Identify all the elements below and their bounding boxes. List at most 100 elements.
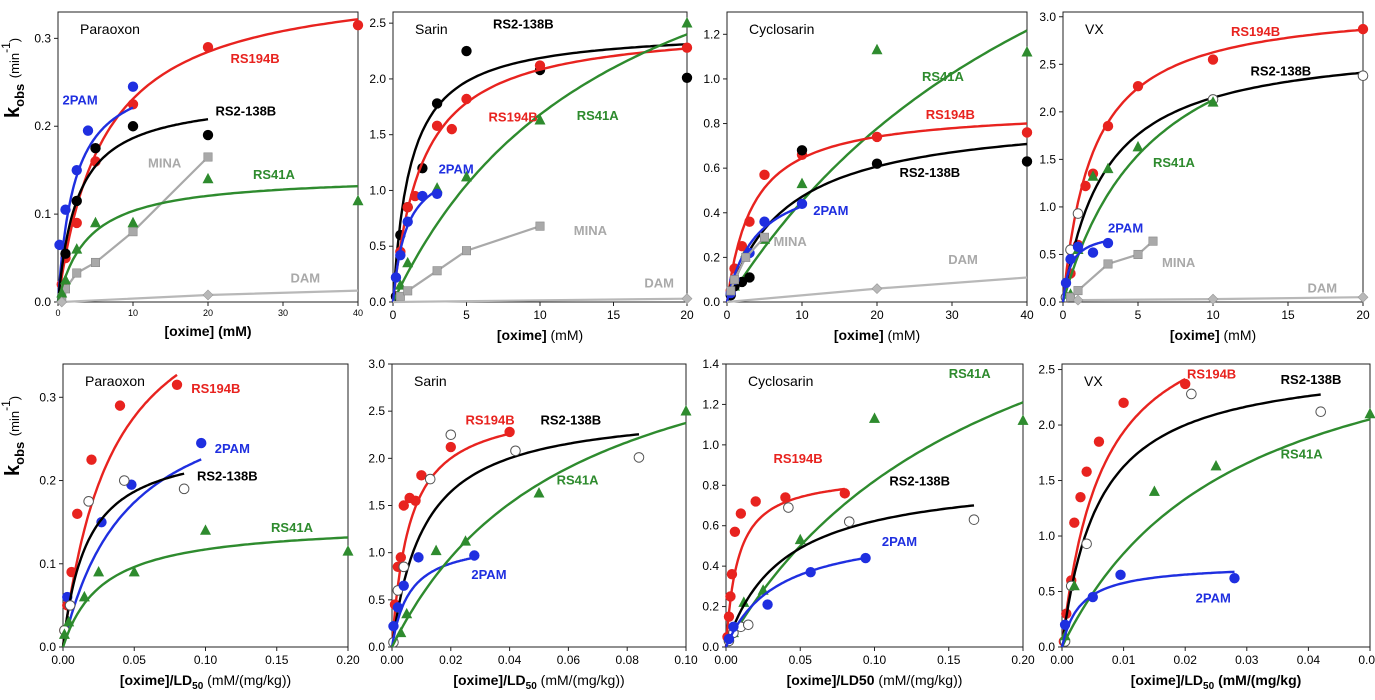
series-mina: [1066, 236, 1158, 302]
data-point: [1066, 292, 1076, 302]
y-tick-label: 0.0: [39, 640, 56, 654]
data-point: [1102, 120, 1114, 132]
y-tick-label: 1.0: [703, 72, 720, 86]
y-tick-label: 0.1: [34, 207, 51, 221]
data-point: [114, 400, 126, 411]
y-tick-label: 0.5: [369, 239, 386, 253]
x-tick-label: 0.20: [1011, 653, 1035, 667]
series-rs194b: [389, 426, 515, 648]
y-title-subscript: obs: [12, 83, 27, 107]
data-point: [750, 496, 761, 507]
plot-frame: [391, 363, 687, 648]
y-tick-label: 2.5: [369, 16, 386, 30]
series-label-2pam: 2PAM: [813, 203, 848, 218]
data-point: [388, 621, 399, 632]
series-label-rs41a: RS41A: [253, 167, 296, 182]
data-point: [395, 291, 405, 301]
fit-curve: [390, 421, 687, 648]
fit-curve: [56, 118, 209, 303]
data-point: [1132, 80, 1144, 92]
y-tick-label: 2.0: [369, 72, 386, 86]
data-point: [1059, 619, 1071, 631]
data-point: [725, 591, 736, 602]
data-point: [394, 279, 406, 290]
series-rs41a: [724, 401, 1029, 648]
series-label-dam: DAM: [1308, 280, 1338, 295]
data-point: [1115, 569, 1126, 581]
data-point: [1093, 436, 1105, 447]
fit-curve: [724, 401, 1024, 648]
series-label-dam: DAM: [948, 252, 978, 267]
y-tick-label: 0.0: [368, 640, 385, 654]
data-point: [202, 172, 214, 184]
y-title-base: k: [2, 106, 24, 118]
data-point: [534, 114, 546, 125]
y-tick-label: 1.0: [369, 183, 386, 197]
data-point: [127, 99, 139, 110]
x-axis-label: [oxime]/LD50 (mM/(mg/kg): [1131, 672, 1302, 692]
data-point: [401, 607, 413, 619]
data-point: [72, 508, 83, 520]
x-tick-label: 30: [945, 308, 959, 322]
series-label-2pam: 2PAM: [439, 162, 474, 177]
series-label-2pam: 2PAM: [471, 567, 506, 582]
data-point: [1017, 414, 1029, 425]
panel-paraoxon-concentration: 0 10 20 30 40 0.0 0.1 0.2 0.3 Paraoxon [oxime] (mM…: [34, 11, 364, 339]
data-point: [534, 60, 546, 71]
y-tick-label: 2.0: [1039, 105, 1056, 119]
x-tick-label: 5: [463, 308, 470, 322]
data-point: [744, 272, 755, 283]
data-point: [723, 633, 735, 645]
y-axis-title-top: kobs (min-1): [0, 38, 27, 118]
plot-frame: [392, 11, 688, 303]
data-point: [1072, 208, 1084, 219]
panel-vx-ld50: 0.00 0.01 0.02 0.03 0.04 0.05 0.0 0.5 1.0 1.5 2.0 2…: [1038, 363, 1375, 692]
series-2pam: [54, 81, 139, 303]
series-label-rs2-138b: RS2-138B: [1281, 372, 1342, 387]
data-point: [1229, 572, 1240, 584]
fit-curve: [1060, 393, 1321, 648]
data-point: [171, 379, 183, 391]
y-title-unit-sup: -1: [0, 400, 13, 411]
connecting-line: [392, 297, 688, 304]
panel-title: VX: [1084, 373, 1103, 389]
data-point: [780, 492, 791, 503]
y-tick-label: 1.2: [703, 27, 720, 41]
y-tick-label: 0.6: [703, 161, 720, 175]
series-rs41a: [58, 524, 354, 648]
x-tick-label: 20: [870, 308, 884, 322]
data-point: [726, 569, 738, 580]
fit-curve: [391, 43, 688, 303]
data-point: [446, 123, 458, 135]
series-rs41a: [1061, 96, 1219, 303]
x-tick-label: 40: [1020, 308, 1034, 322]
data-point: [461, 170, 472, 182]
data-point: [93, 565, 105, 577]
data-point: [794, 533, 806, 545]
plot-frame: [62, 363, 349, 648]
series-label-rs41a: RS41A: [922, 69, 965, 84]
series-rs194b: [59, 373, 183, 648]
data-point: [735, 508, 747, 519]
y-tick-label: 0.1: [39, 557, 56, 571]
data-point: [390, 272, 402, 283]
series-label-rs41a: RS41A: [1281, 446, 1324, 461]
data-point: [1081, 538, 1092, 550]
data-point: [431, 98, 443, 109]
series-dam: [1072, 291, 1369, 306]
x-axis-label: [oxime] (mM): [834, 327, 920, 343]
series-label-rs194b: RS194B: [1231, 24, 1280, 39]
data-point: [1073, 286, 1083, 296]
x-tick-label: 0.02: [1174, 653, 1198, 667]
series-mina: [395, 221, 545, 301]
x-tick-label: 0.02: [439, 653, 463, 667]
data-point: [1102, 162, 1114, 174]
data-point: [1207, 96, 1219, 107]
y-title-unit-sup: -1: [0, 42, 13, 53]
fit-curve: [1060, 418, 1371, 648]
y-tick-label: 1.0: [1039, 200, 1056, 214]
fit-curve: [61, 472, 185, 648]
data-point: [352, 19, 364, 31]
data-point: [200, 524, 211, 535]
